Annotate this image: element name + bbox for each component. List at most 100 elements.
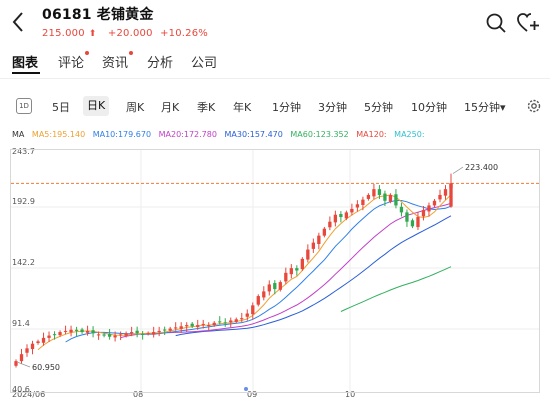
candle: [339, 211, 343, 223]
period-1min[interactable]: 1分钟: [272, 101, 301, 114]
candle-body: [185, 325, 189, 327]
candle: [190, 321, 194, 329]
candle: [124, 331, 128, 338]
ma120-value: MA120:: [356, 130, 387, 139]
candle: [135, 326, 139, 338]
candle: [69, 325, 73, 337]
candle: [129, 326, 134, 337]
candle: [207, 322, 211, 331]
period-5day[interactable]: 5日: [52, 101, 70, 114]
candle: [234, 317, 238, 324]
candle-body: [140, 333, 145, 335]
price-change: +20.000: [107, 28, 153, 39]
candle: [163, 326, 167, 335]
candle: [410, 218, 415, 229]
candle-body: [443, 189, 448, 196]
candle-body: [69, 329, 73, 333]
tab-comments[interactable]: 评论: [58, 51, 90, 71]
candle: [300, 257, 304, 271]
candle: [63, 325, 68, 335]
candle-body: [223, 322, 227, 324]
candle-body: [30, 343, 35, 350]
candle: [25, 344, 29, 357]
quote-header: 06181 老铺黄金 215.000 ⬆ +20.000 +10.26%: [0, 0, 550, 44]
candle: [405, 209, 409, 227]
candle-body: [234, 319, 238, 322]
ma60-line: [340, 266, 452, 312]
candle: [179, 322, 183, 333]
candle-body: [317, 235, 321, 245]
y-axis-tick-label: 243.7: [12, 147, 35, 156]
candle: [201, 319, 205, 329]
candle: [212, 321, 216, 327]
search-icon[interactable]: [485, 12, 507, 34]
candle: [218, 316, 222, 325]
candle: [174, 322, 178, 331]
period-monthly-k[interactable]: 月K: [161, 101, 180, 114]
candle: [30, 340, 35, 355]
candle-body: [311, 242, 315, 249]
candle-body: [339, 214, 343, 218]
candle: [85, 325, 90, 336]
candle: [443, 185, 448, 200]
candle-body: [328, 221, 332, 228]
candle-body: [344, 212, 349, 219]
chart-settings-gear-icon[interactable]: [526, 98, 542, 114]
candle-body: [295, 268, 299, 271]
candle-body: [394, 194, 398, 206]
candle-body: [174, 327, 178, 329]
period-quarterly-k[interactable]: 季K: [197, 101, 216, 114]
tab-news[interactable]: 资讯: [102, 51, 134, 71]
candle-body: [432, 200, 437, 206]
period-15min-dropdown[interactable]: 15分钟▾: [464, 101, 506, 114]
ma-legend-title: MA: [12, 130, 25, 139]
period-yearly-k[interactable]: 年K: [233, 101, 252, 114]
ma20-line: [120, 202, 452, 339]
main-tabs: 图表 评论 资讯 分析 公司: [0, 48, 550, 78]
add-watchlist-heart-icon[interactable]: [516, 12, 540, 34]
min-price-label: 60.950: [32, 363, 60, 372]
y-axis-tick-label: 142.2: [12, 258, 35, 267]
x-axis-tick-label: 08: [133, 390, 143, 399]
candle: [146, 331, 150, 336]
candle: [113, 331, 117, 342]
period-3min[interactable]: 3分钟: [318, 101, 347, 114]
candle: [416, 211, 420, 230]
candle-body: [240, 318, 244, 320]
candle-body: [196, 325, 200, 327]
candle: [399, 202, 404, 217]
candle-body: [52, 334, 57, 336]
tab-analysis[interactable]: 分析: [147, 56, 174, 71]
candle-body: [267, 284, 271, 292]
candle-body: [245, 313, 249, 317]
candle-body: [416, 217, 420, 228]
candle-body: [25, 348, 29, 353]
period-1d-icon[interactable]: 1D: [16, 98, 32, 114]
candle-body: [190, 323, 194, 327]
active-tab-underline: [12, 72, 40, 74]
candle: [102, 332, 106, 338]
tab-company[interactable]: 公司: [191, 56, 218, 71]
period-5min[interactable]: 5分钟: [364, 101, 393, 114]
candle-body: [427, 205, 431, 212]
candle-body: [152, 332, 156, 335]
back-arrow-icon[interactable]: [8, 9, 30, 35]
candle-body: [278, 282, 282, 290]
candle-body: [350, 208, 354, 213]
candle-body: [113, 335, 117, 338]
period-weekly-k[interactable]: 周K: [126, 101, 145, 114]
tab-news-dot: [129, 51, 134, 55]
max-annotation-leader: [452, 166, 464, 174]
candle: [421, 206, 426, 221]
candle: [394, 189, 398, 209]
period-10min[interactable]: 10分钟: [411, 101, 447, 114]
candle: [383, 190, 387, 207]
candle-body: [355, 204, 360, 208]
ma5-value: MA5:195.140: [31, 130, 86, 139]
period-daily-k[interactable]: 日K: [83, 96, 110, 116]
candle: [366, 193, 371, 201]
candle-body: [212, 322, 216, 326]
x-axis-tick-label: 2024/06: [12, 390, 45, 399]
tab-chart[interactable]: 图表: [12, 56, 39, 71]
